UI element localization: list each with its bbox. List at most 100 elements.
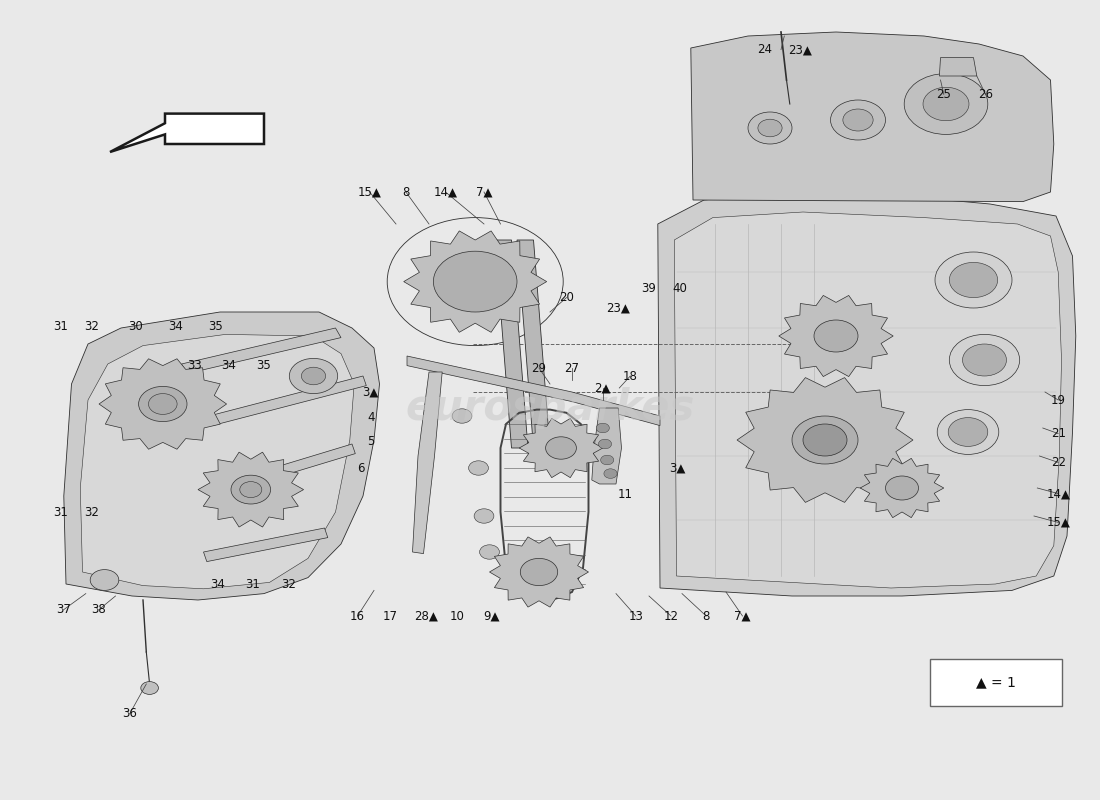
- Text: 15▲: 15▲: [358, 186, 382, 198]
- Polygon shape: [860, 458, 944, 518]
- Text: 34: 34: [221, 359, 236, 372]
- Polygon shape: [220, 444, 355, 494]
- Circle shape: [935, 252, 1012, 308]
- Circle shape: [830, 100, 886, 140]
- Circle shape: [240, 482, 262, 498]
- Circle shape: [301, 367, 326, 385]
- Text: 37: 37: [56, 603, 72, 616]
- Text: 7▲: 7▲: [735, 610, 750, 622]
- Circle shape: [546, 437, 576, 459]
- Polygon shape: [939, 58, 977, 76]
- Text: 23▲: 23▲: [606, 302, 630, 314]
- Text: ▲ = 1: ▲ = 1: [976, 675, 1015, 690]
- Text: 23▲: 23▲: [788, 43, 812, 56]
- Text: 4: 4: [367, 411, 374, 424]
- Text: 34: 34: [210, 578, 225, 590]
- Polygon shape: [182, 328, 341, 374]
- Text: 10: 10: [450, 610, 465, 622]
- Text: 36: 36: [122, 707, 138, 720]
- Text: 8: 8: [703, 610, 710, 622]
- Polygon shape: [517, 240, 550, 448]
- Text: 2▲: 2▲: [595, 382, 612, 394]
- Polygon shape: [404, 231, 547, 332]
- Text: 18: 18: [623, 370, 638, 382]
- Text: 15▲: 15▲: [1046, 516, 1070, 529]
- Circle shape: [520, 558, 558, 586]
- Circle shape: [480, 545, 499, 559]
- Text: 24: 24: [757, 43, 772, 56]
- Circle shape: [474, 509, 494, 523]
- Circle shape: [949, 334, 1020, 386]
- Polygon shape: [674, 212, 1062, 588]
- Polygon shape: [412, 372, 442, 554]
- Text: eurosparkes: eurosparkes: [406, 387, 694, 429]
- Bar: [930, 659, 1062, 706]
- Text: 32: 32: [84, 506, 99, 518]
- Polygon shape: [691, 32, 1054, 202]
- Circle shape: [792, 416, 858, 464]
- Circle shape: [904, 74, 988, 134]
- Polygon shape: [737, 378, 913, 502]
- Circle shape: [148, 394, 177, 414]
- Text: 8: 8: [403, 186, 409, 198]
- Text: 38: 38: [91, 603, 107, 616]
- Circle shape: [803, 424, 847, 456]
- Polygon shape: [110, 114, 264, 152]
- Polygon shape: [592, 408, 622, 484]
- Text: 30: 30: [128, 320, 143, 333]
- Text: 31: 31: [53, 506, 68, 518]
- Text: 31: 31: [53, 320, 68, 333]
- Text: 12: 12: [663, 610, 679, 622]
- Polygon shape: [519, 418, 603, 478]
- Circle shape: [814, 320, 858, 352]
- Text: 14▲: 14▲: [433, 186, 458, 198]
- Polygon shape: [64, 312, 380, 600]
- Circle shape: [843, 109, 873, 131]
- Text: 35: 35: [208, 320, 223, 333]
- Circle shape: [923, 87, 969, 121]
- Circle shape: [758, 119, 782, 137]
- Circle shape: [90, 570, 119, 590]
- Text: 39: 39: [641, 282, 657, 294]
- Circle shape: [433, 251, 517, 312]
- Text: 9▲: 9▲: [484, 610, 499, 622]
- Circle shape: [949, 262, 998, 298]
- Circle shape: [886, 476, 918, 500]
- Circle shape: [289, 358, 338, 394]
- Text: 14▲: 14▲: [1046, 487, 1070, 500]
- Polygon shape: [658, 192, 1076, 596]
- Text: 11: 11: [617, 488, 632, 501]
- Polygon shape: [198, 452, 304, 527]
- Polygon shape: [495, 240, 528, 448]
- Text: 40: 40: [672, 282, 688, 294]
- Text: 3▲: 3▲: [670, 462, 685, 474]
- Text: 32: 32: [84, 320, 99, 333]
- Polygon shape: [490, 537, 588, 607]
- Circle shape: [596, 423, 609, 433]
- Polygon shape: [779, 295, 893, 377]
- Text: 19: 19: [1050, 394, 1066, 406]
- Text: 13: 13: [628, 610, 643, 622]
- Circle shape: [444, 259, 506, 304]
- Text: 3▲: 3▲: [363, 386, 378, 398]
- Text: 27: 27: [564, 362, 580, 374]
- Circle shape: [937, 410, 999, 454]
- Circle shape: [962, 344, 1006, 376]
- Text: 16: 16: [350, 610, 365, 622]
- Polygon shape: [80, 334, 354, 589]
- Circle shape: [748, 112, 792, 144]
- Text: 35: 35: [256, 359, 272, 372]
- Text: 34: 34: [168, 320, 184, 333]
- Circle shape: [139, 386, 187, 422]
- Text: 17: 17: [383, 610, 398, 622]
- Text: 31: 31: [245, 578, 261, 590]
- Circle shape: [601, 455, 614, 465]
- Text: 25: 25: [936, 88, 952, 101]
- Circle shape: [469, 461, 488, 475]
- Text: 6: 6: [358, 462, 364, 474]
- Circle shape: [598, 439, 612, 449]
- Text: 28▲: 28▲: [414, 610, 438, 622]
- Polygon shape: [407, 356, 660, 426]
- Text: 20: 20: [559, 291, 574, 304]
- Circle shape: [141, 682, 158, 694]
